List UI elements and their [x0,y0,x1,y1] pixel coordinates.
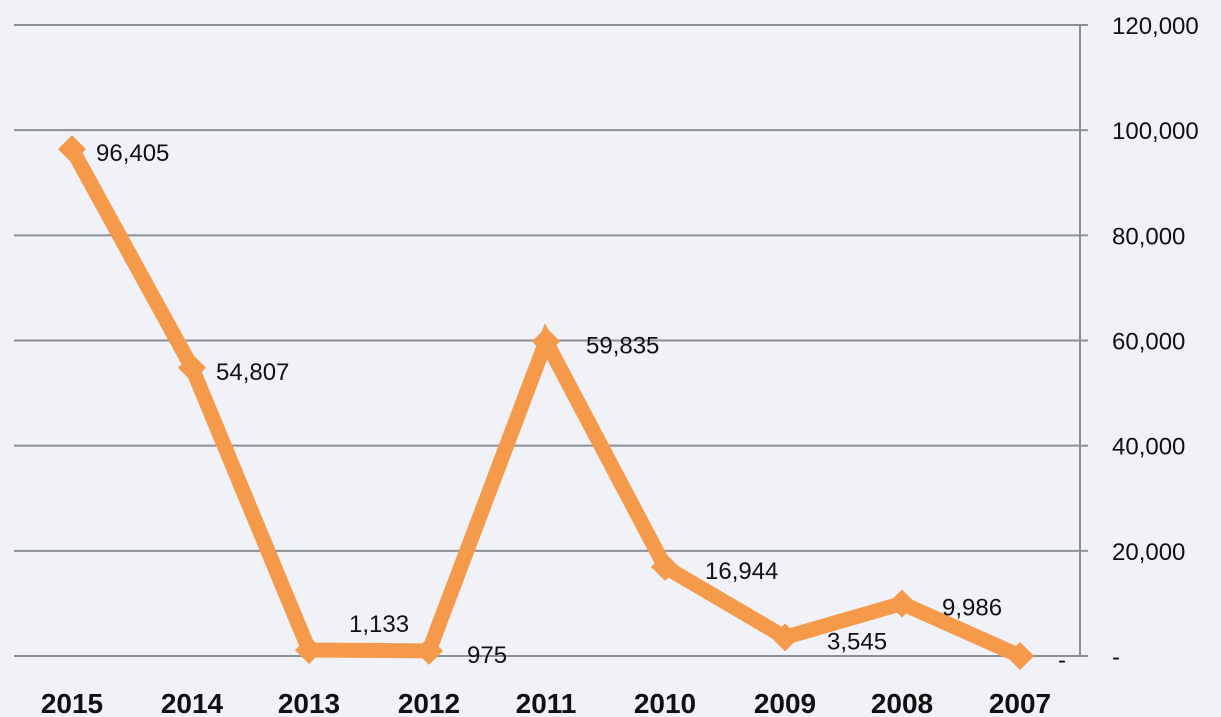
data-label: 1,133 [349,611,409,638]
data-point-marker [178,353,206,382]
y-tick-label: 80,000 [1112,223,1185,250]
y-tick-label: - [1112,644,1120,671]
data-point-marker [771,623,799,652]
x-tick-label: 2009 [754,688,816,717]
data-labels: 96,405 54,807 1,133 975 59,835 16,944 3,545 9,9… [96,140,1066,674]
y-axis-ticks: - 20,000 40,000 60,000 80,000 100,000 120,000 [1112,13,1199,671]
data-label: 16,944 [705,558,778,585]
data-label: 3,545 [827,628,887,655]
data-point-marker [532,327,560,356]
x-tick-label: 2010 [634,688,696,717]
data-point-marker [415,636,443,665]
y-tick-label: 40,000 [1112,434,1185,461]
x-tick-label: 2012 [398,688,460,717]
x-axis-ticks: 2015 2014 2013 2012 2011 2010 2009 2008 2007 [41,688,1051,717]
gridlines [14,24,1088,657]
data-point-marker [58,135,86,164]
data-point-marker [651,552,679,581]
markers [58,135,1034,670]
x-tick-label: 2013 [278,688,340,717]
x-tick-label: 2008 [871,688,933,717]
data-label: 9,986 [942,594,1002,621]
data-point-marker [1006,642,1034,670]
data-label: 975 [467,642,507,669]
x-tick-label: 2011 [516,688,577,717]
x-tick-label: 2015 [41,688,103,717]
y-tick-label: 20,000 [1112,539,1185,566]
data-label: 96,405 [96,140,169,167]
y-tick-label: 100,000 [1112,118,1199,145]
data-point-marker [295,636,323,665]
x-tick-label: 2014 [161,688,224,717]
data-label: 54,807 [216,359,289,386]
x-tick-label: 2007 [989,688,1051,717]
y-tick-label: 60,000 [1112,329,1185,356]
data-point-marker [888,589,916,618]
y-tick-label: 120,000 [1112,13,1199,40]
data-label: - [1058,647,1066,674]
data-label: 59,835 [586,332,659,359]
